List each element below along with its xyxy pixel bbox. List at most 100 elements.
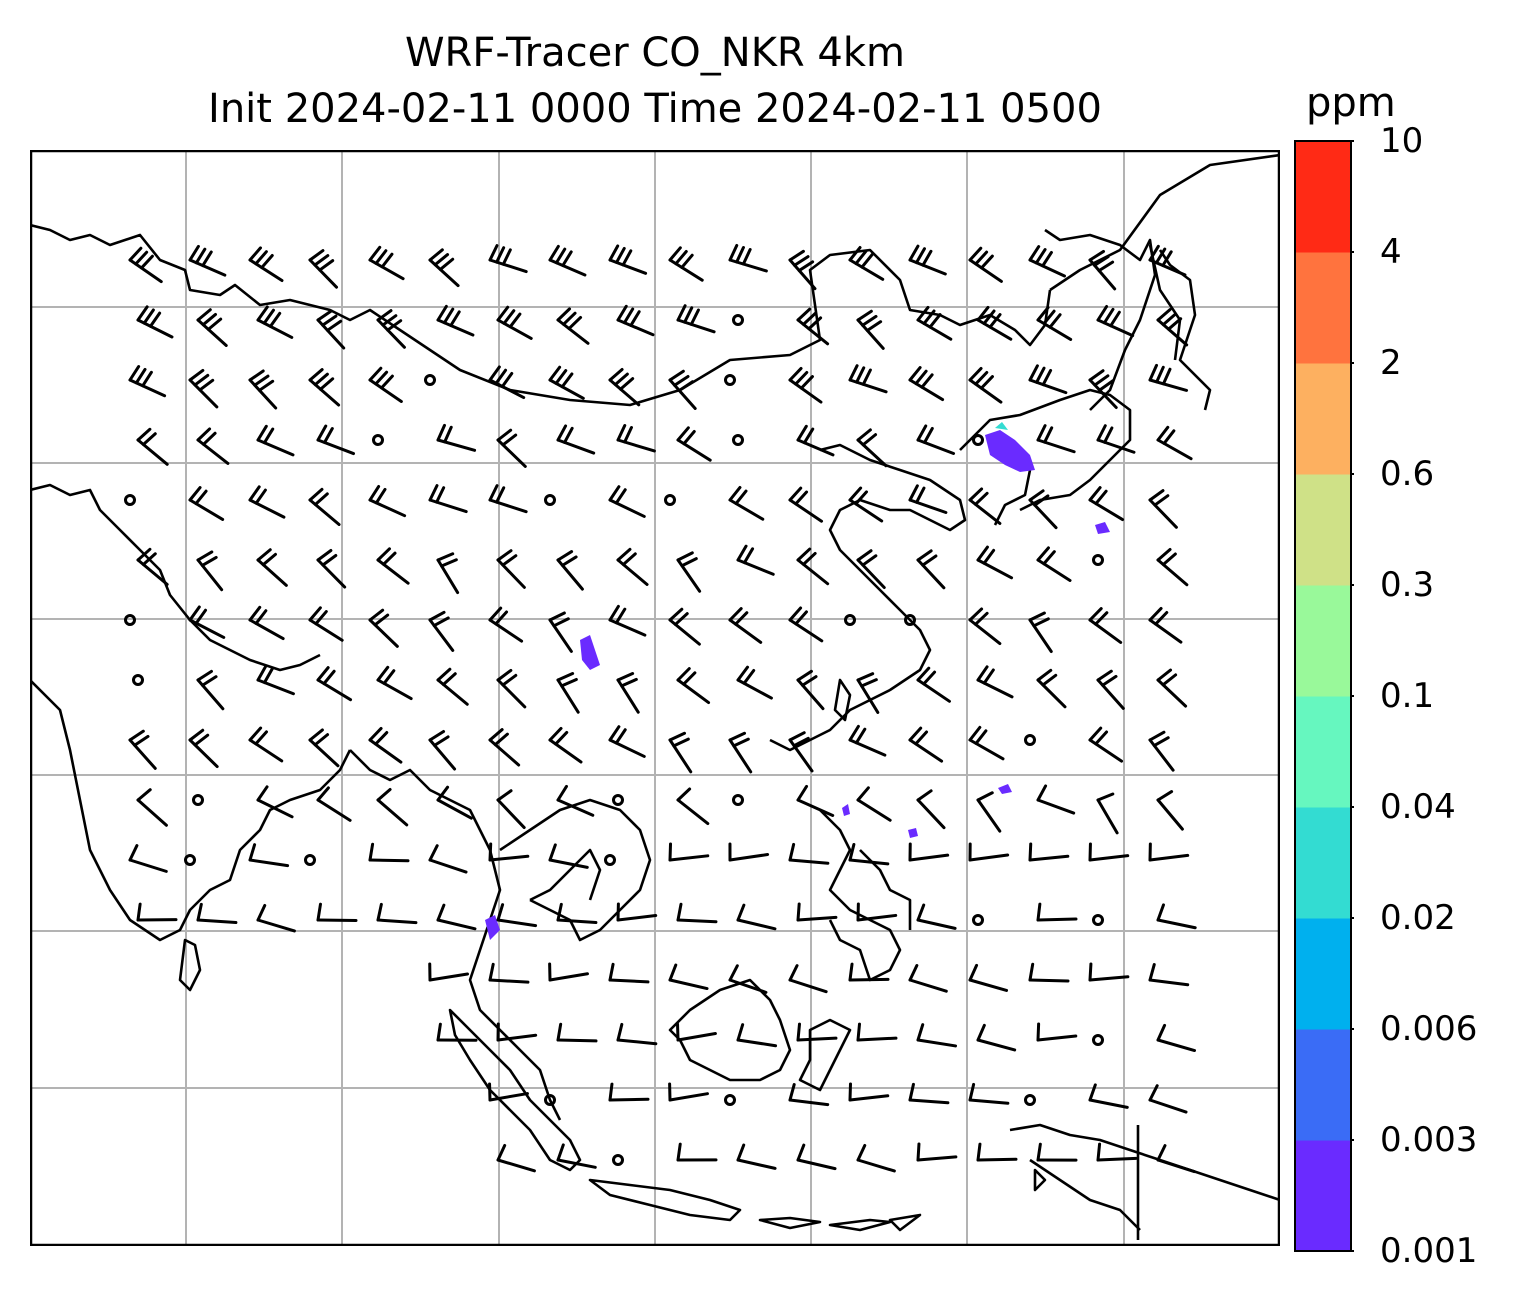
wind-barb <box>968 842 1010 862</box>
wind-barb <box>668 369 697 410</box>
wind-barb <box>608 485 646 518</box>
wind-barb <box>436 785 473 820</box>
wind-barb <box>916 789 946 830</box>
wind-barb <box>1024 1094 1036 1106</box>
colorbar-band <box>1295 1140 1351 1252</box>
colorbar-band <box>1295 474 1351 586</box>
wind-barb <box>188 244 227 277</box>
wind-barb <box>1088 842 1130 862</box>
wind-barb <box>368 485 407 518</box>
wind-barb <box>908 726 944 763</box>
wind-barb <box>1148 363 1189 392</box>
wind-barb <box>488 365 526 400</box>
wind-barb <box>556 307 590 345</box>
wind-barb <box>848 842 890 866</box>
wind-barb <box>124 494 136 506</box>
wind-barb <box>728 485 765 521</box>
wind-barb <box>488 842 530 862</box>
wind-barb <box>1096 304 1135 338</box>
tracer-concentration <box>485 422 1110 940</box>
wind-barb <box>668 842 710 862</box>
wind-barb <box>616 671 640 714</box>
wind-barb <box>428 248 460 288</box>
wind-barb <box>428 962 470 982</box>
wind-barb <box>732 434 744 446</box>
wind-barb <box>196 902 238 925</box>
wind-barb <box>968 607 1002 646</box>
wind-barb <box>844 614 856 626</box>
wind-barb <box>1028 842 1070 862</box>
wind-barb <box>848 364 888 394</box>
wind-barb <box>308 606 344 642</box>
wind-barb <box>972 434 984 446</box>
wind-barb <box>488 244 528 274</box>
wind-barb <box>136 547 169 586</box>
wind-barb <box>196 308 228 347</box>
wind-barb <box>1036 546 1072 582</box>
wind-barb <box>124 614 136 626</box>
wind-barb <box>968 1082 1010 1105</box>
wind-barb <box>908 1082 950 1105</box>
wind-barb <box>1028 962 1070 983</box>
wind-barb <box>368 726 403 764</box>
wind-barb <box>548 244 587 277</box>
wind-barb <box>972 914 984 926</box>
wind-barb <box>1156 425 1193 461</box>
wind-barb <box>1088 249 1117 291</box>
wind-barb <box>368 842 410 863</box>
wind-barb <box>616 1022 658 1046</box>
wind-barb <box>908 366 945 402</box>
wind-barb <box>248 485 286 519</box>
wind-barb <box>308 728 340 768</box>
wind-barb <box>496 668 527 709</box>
wind-barb <box>548 843 589 869</box>
wind-barb <box>1036 668 1067 709</box>
wind-barb <box>848 486 884 523</box>
wind-barb <box>368 608 399 648</box>
wind-barb <box>976 1142 1018 1162</box>
wind-barb <box>192 794 204 806</box>
wind-barb <box>428 844 468 874</box>
wind-barb <box>196 550 224 592</box>
wind-barb <box>1092 1034 1104 1046</box>
wind-barb <box>676 902 718 924</box>
wind-barb <box>1036 902 1078 922</box>
wind-barb <box>848 724 887 757</box>
wind-barb <box>608 367 641 407</box>
wind-barb <box>728 842 770 862</box>
wind-barb <box>788 964 828 994</box>
wind-barb <box>1148 842 1190 862</box>
wind-barb <box>1096 792 1119 835</box>
wind-barb <box>1036 1022 1078 1042</box>
wind-barb <box>248 605 285 641</box>
wind-barb <box>916 666 951 703</box>
wind-barb <box>736 544 775 576</box>
wind-barb <box>856 428 888 468</box>
wind-barb <box>612 794 624 806</box>
wind-barb <box>256 785 294 819</box>
wind-barb <box>616 547 649 586</box>
wind-barb <box>256 424 295 457</box>
colorbar-tick-label: 0.1 <box>1380 676 1435 716</box>
wind-barb <box>976 665 1014 699</box>
wind-barb <box>256 664 295 696</box>
wind-barb <box>308 368 341 407</box>
wind-barb <box>188 605 226 639</box>
wind-barb <box>136 305 174 339</box>
wind-barb <box>1092 914 1104 926</box>
wind-barb <box>796 307 830 346</box>
wind-barb <box>676 787 710 826</box>
wind-barb <box>488 606 524 643</box>
wind-barb <box>316 309 346 350</box>
colorbar-tick-label: 2 <box>1380 343 1402 383</box>
wind-barb <box>676 304 716 334</box>
wind-barb <box>788 249 817 291</box>
wind-barb <box>1096 424 1136 454</box>
wind-barb <box>616 902 658 922</box>
colorbar-band <box>1295 696 1351 808</box>
wind-barb <box>1092 554 1104 566</box>
wind-barb <box>556 902 598 925</box>
map-subtitle: Init 2024-02-11 0000 Time 2024-02-11 050… <box>208 86 1102 132</box>
wind-barbs <box>124 243 1197 1174</box>
wind-barb <box>1148 730 1175 772</box>
